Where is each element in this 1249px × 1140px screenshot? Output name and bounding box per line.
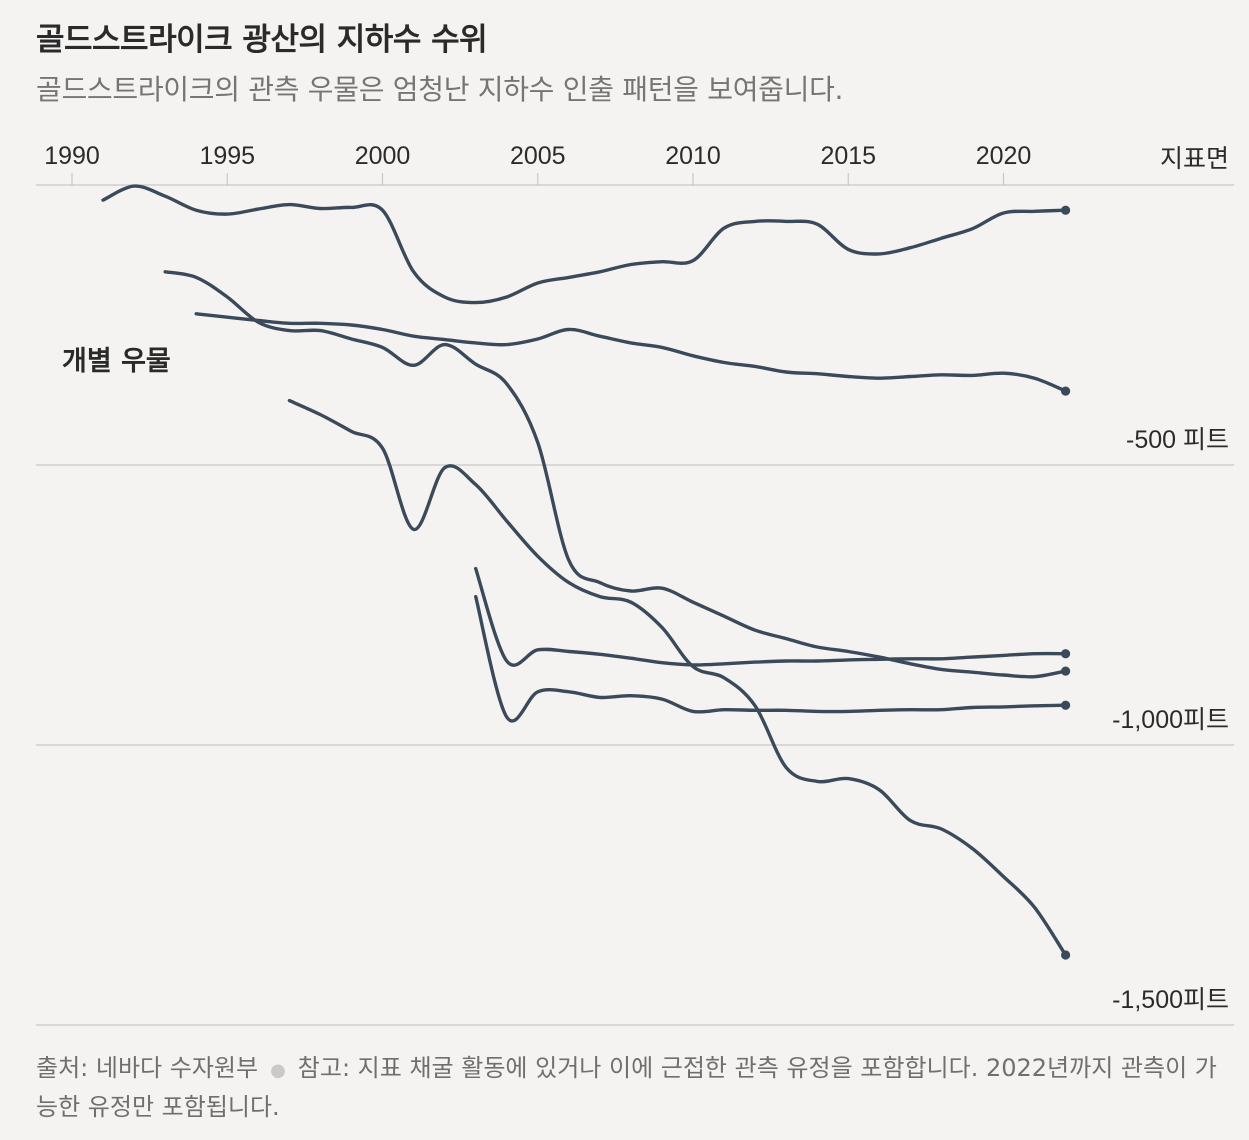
- chart-subtitle: 골드스트라이크의 관측 우물은 엄청난 지하수 인출 패턴을 보여줍니다.: [36, 73, 844, 106]
- footer: 출처: 네바다 수자원부 ● 참고: 지표 채굴 활동에 있거나 이에 근접한 관측…: [36, 1050, 1231, 1125]
- well-line-6: [474, 594, 1068, 723]
- well-endpoint-3: [1061, 386, 1071, 396]
- gridlines: [36, 184, 1234, 1026]
- well-line-3: [194, 312, 1068, 393]
- well-endpoint-4: [1061, 950, 1071, 960]
- well-line-2: [163, 270, 1068, 679]
- well-endpoint-5: [1061, 649, 1071, 659]
- x-tick-label: 1995: [199, 142, 255, 170]
- x-axis: 1990 1995 2000 2005 2010 2015 2020: [44, 142, 1031, 186]
- y-axis: 지표면 -500 피트 -1,000피트 -1,500피트: [1112, 144, 1229, 1014]
- line-chart: 1990 1995 2000 2005 2010 2015 2020 지표면 -500 피트 -…: [36, 142, 1234, 1026]
- y-tick-label: -500 피트: [1126, 426, 1229, 454]
- well-endpoint-2: [1061, 666, 1071, 676]
- well-line-5: [474, 566, 1068, 667]
- y-axis-surface-label: 지표면: [1160, 144, 1229, 173]
- x-tick-label: 2000: [355, 142, 411, 170]
- y-tick-label: -1,000피트: [1112, 706, 1229, 734]
- well-line-4: [287, 398, 1068, 957]
- x-tick-label: 2005: [510, 142, 566, 170]
- y-tick-label: -1,500피트: [1112, 986, 1229, 1014]
- x-tick-label: 2010: [665, 142, 721, 170]
- x-tick-label: 1990: [44, 142, 100, 170]
- separator-dot: ●: [270, 1060, 286, 1081]
- chart-title: 골드스트라이크 광산의 지하수 수위: [36, 22, 488, 58]
- series-lines: [101, 184, 1071, 960]
- well-line-1: [101, 184, 1068, 305]
- x-tick-label: 2015: [820, 142, 876, 170]
- well-endpoint-1: [1061, 205, 1071, 215]
- footer-source: 출처: 네바다 수자원부: [36, 1054, 259, 1082]
- well-endpoint-6: [1061, 700, 1071, 710]
- footer-note: 참고: 지표 채굴 활동에 있거나 이에 근접한 관측 유정을 포함합니다. 2…: [36, 1054, 1217, 1121]
- annotation-individual-wells: 개별 우물: [62, 346, 171, 377]
- x-tick-label: 2020: [976, 142, 1032, 170]
